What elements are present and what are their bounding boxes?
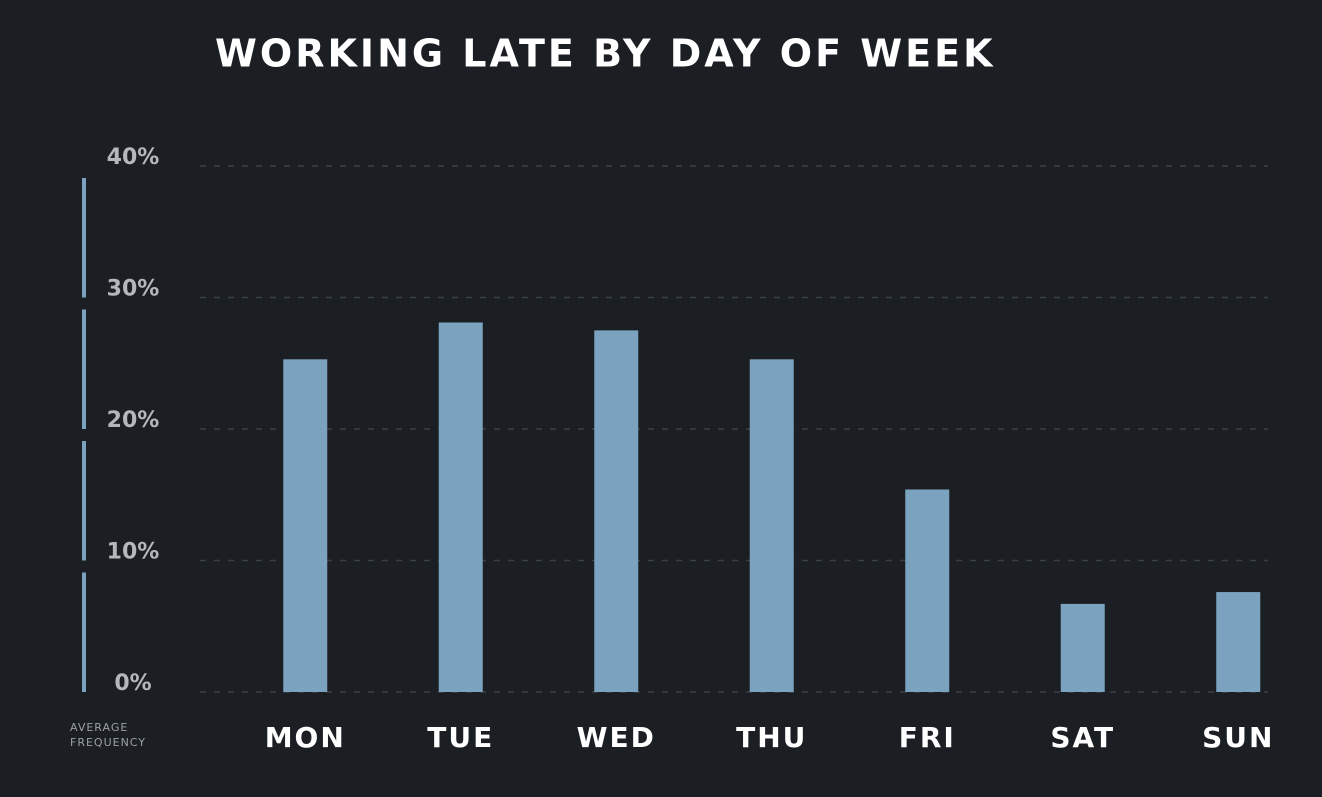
x-tick-label: MON <box>265 721 346 754</box>
bar <box>438 322 483 692</box>
bar <box>749 359 794 692</box>
y-tick-label: 40% <box>107 145 160 170</box>
x-tick-label: THU <box>736 721 807 754</box>
y-tick-label: 30% <box>107 277 160 302</box>
y-tick-label: 10% <box>107 540 160 565</box>
bar <box>594 330 639 692</box>
bar <box>1216 592 1261 692</box>
bar <box>1060 603 1105 692</box>
bar <box>905 489 950 692</box>
y-tick-label: 0% <box>114 671 151 696</box>
bar <box>283 359 328 692</box>
x-tick-label: FRI <box>899 721 956 754</box>
x-tick-label: SAT <box>1050 721 1115 754</box>
chart-title: WORKING LATE BY DAY OF WEEK <box>215 32 996 76</box>
x-tick-label: WED <box>577 721 656 754</box>
x-tick-label: TUE <box>427 721 494 754</box>
y-axis-label: AVERAGE FREQUENCY <box>70 721 147 749</box>
x-tick-label: SUN <box>1202 721 1274 754</box>
y-tick-label: 20% <box>107 408 160 433</box>
